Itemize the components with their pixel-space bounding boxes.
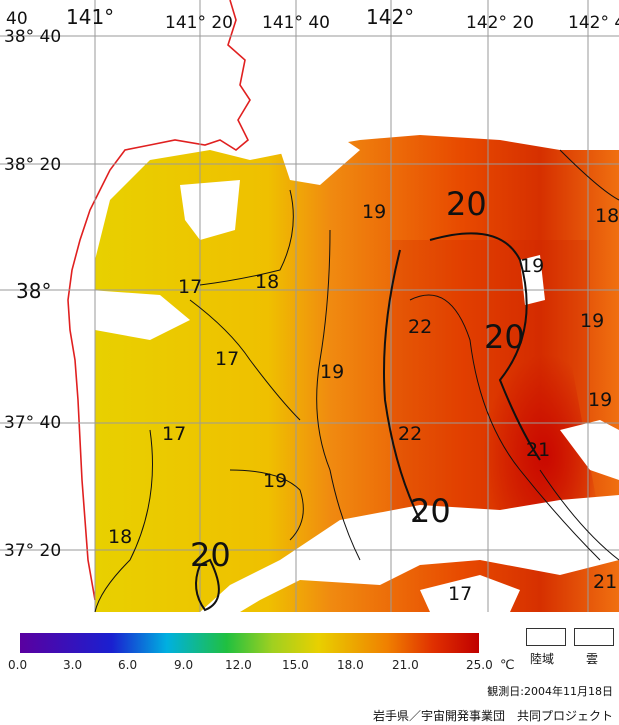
colorbar-tick: 9.0	[174, 658, 194, 672]
contour-label: 19	[362, 201, 386, 223]
contour-label: 20	[410, 492, 451, 530]
contour-label: 17	[215, 348, 239, 370]
contour-label: 19	[588, 389, 612, 411]
lon-label-141-20: 141° 20	[165, 13, 233, 33]
lon-label-142: 142°	[366, 5, 414, 29]
contour-label: 22	[398, 423, 422, 445]
credit-line: 岩手県／宇宙開発事業団 共同プロジェクト	[372, 709, 613, 723]
contour-label: 17	[162, 423, 186, 445]
colorbar-tick: 21.0	[392, 658, 419, 672]
lat-label-38-20: 38° 20	[4, 155, 61, 175]
lon-label-141: 141°	[66, 5, 114, 29]
contour-label: 20	[190, 536, 231, 574]
colorbar-tick: 15.0	[282, 658, 309, 672]
contour-label: 18	[108, 526, 132, 548]
contour-label: 19	[520, 255, 544, 277]
lat-label-38: 38°	[16, 279, 51, 303]
colorbar-tick: 18.0	[337, 658, 364, 672]
lon-label-141-40: 141° 40	[262, 13, 330, 33]
cloud-legend-swatch	[574, 628, 614, 646]
contour-label: 19	[580, 310, 604, 332]
longitude-labels: 40 141° 141° 20 141° 40 142° 142° 20 142…	[6, 5, 619, 33]
contour-labels: 17 17 17 18 18 18 19 19 19 19 19 20 20 2…	[108, 185, 619, 605]
contour-label: 22	[408, 316, 432, 338]
contour-label: 18	[595, 205, 619, 227]
contour-label: 20	[484, 318, 525, 356]
lon-label-142-20: 142° 20	[466, 13, 534, 33]
corner-label: 40	[6, 9, 28, 29]
colorbar-tick: 25.0	[466, 658, 493, 672]
land-area	[0, 0, 619, 612]
contour-label: 20	[446, 185, 487, 223]
lon-label-142-40: 142° 4	[568, 13, 619, 33]
contour-label: 19	[263, 470, 287, 492]
temperature-colorbar	[20, 633, 479, 653]
colorbar-tick: 12.0	[225, 658, 252, 672]
observation-date: 観測日:2004年11月18日	[487, 685, 613, 698]
lat-label-38-40: 38° 40	[4, 27, 61, 47]
cloud-legend-label: 雲	[586, 652, 599, 666]
colorbar-tick: 3.0	[63, 658, 83, 672]
coastline	[67, 0, 251, 601]
sea-surface-temperature-map: 40 141° 141° 20 141° 40 142° 142° 20 142…	[0, 0, 619, 613]
colorbar-unit: ℃	[500, 658, 515, 673]
contour-label: 18	[255, 271, 279, 293]
graticule	[0, 0, 619, 612]
contour-label: 21	[526, 439, 550, 461]
contour-label: 19	[320, 361, 344, 383]
isotherm-contours	[94, 149, 619, 613]
contour-label: 17	[448, 583, 472, 605]
colorbar-tick: 0.0	[8, 658, 28, 672]
contour-label: 21	[593, 571, 617, 593]
lat-label-37-40: 37° 40	[4, 413, 61, 433]
land-legend-swatch	[526, 628, 566, 646]
contour-label: 17	[178, 276, 202, 298]
colorbar-tick: 6.0	[118, 658, 138, 672]
lat-label-37-20: 37° 20	[4, 541, 61, 561]
latitude-labels: 38° 40 38° 20 38° 37° 40 37° 20	[4, 27, 61, 561]
land-legend-label: 陸域	[530, 652, 555, 666]
